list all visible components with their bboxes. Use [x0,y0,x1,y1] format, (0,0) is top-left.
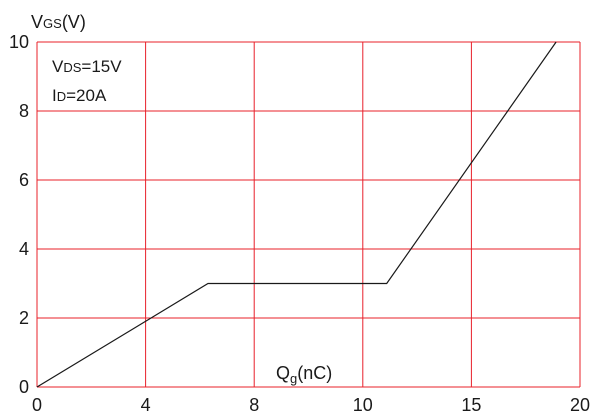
y-axis-title: VGS(V) [31,12,86,32]
y-tick-label: 6 [19,170,29,190]
condition-id: ID=20A [52,86,107,105]
y-tick-label: 10 [9,32,29,52]
y-tick-label: 0 [19,377,29,397]
tick-labels: 0 4 8 10 15 20 0 2 4 6 8 10 [9,32,590,415]
y-tick-label: 4 [19,239,29,259]
x-tick-label: 20 [570,395,590,415]
x-axis-title: Qg(nC) [276,363,332,386]
series-line [36,41,557,388]
x-tick-label: 10 [353,395,373,415]
x-tick-label: 4 [141,395,151,415]
series-layer [36,41,557,388]
y-tick-label: 2 [19,308,29,328]
y-tick-label: 8 [19,101,29,121]
x-tick-label: 8 [249,395,259,415]
condition-vds: VDS=15V [52,57,122,76]
grid [36,41,581,388]
x-tick-label: 15 [461,395,481,415]
x-tick-label: 0 [32,395,42,415]
